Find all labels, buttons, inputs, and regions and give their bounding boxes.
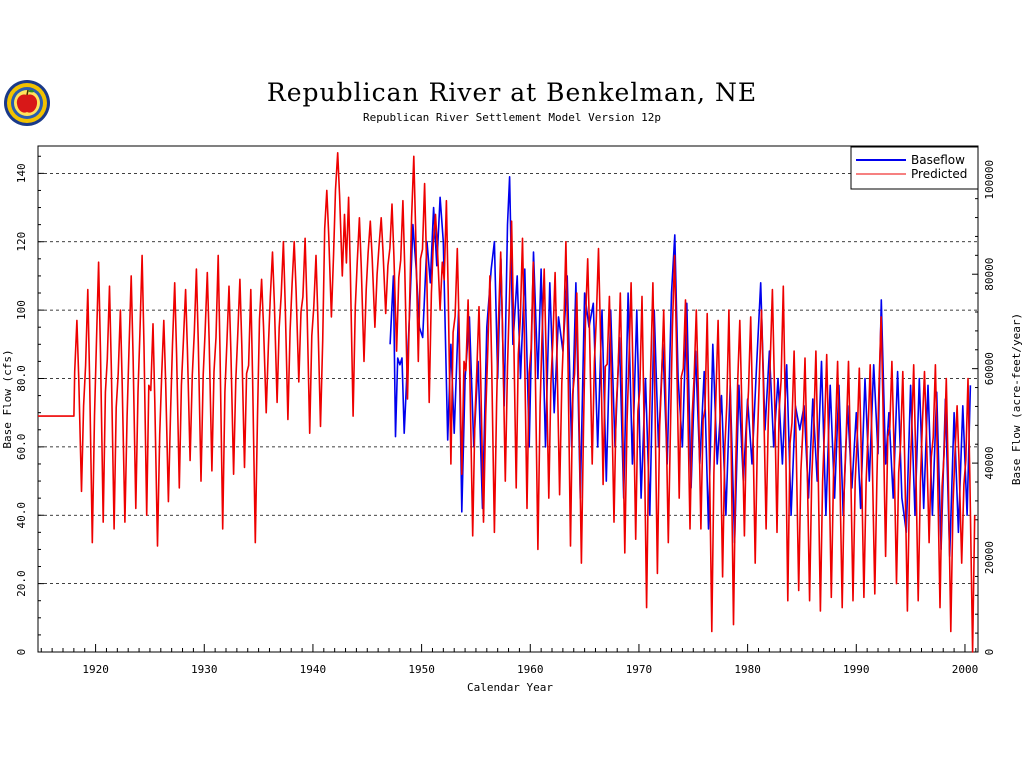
y2-tick-label-3: 60000 [983,352,996,385]
y2-tick-label-5: 100000 [983,160,996,200]
x-axis-label: Calendar Year [467,681,553,694]
x-tick-label-4: 1960 [517,663,544,676]
x-tick-label-1: 1930 [191,663,218,676]
x-tick-label-6: 1980 [734,663,761,676]
chart-subtitle: Republican River Settlement Model Versio… [362,111,661,124]
x-tick-label-0: 1920 [82,663,109,676]
y-axis-right-label: Base Flow (acre-feet/year) [1010,313,1023,485]
y-tick-label-1: 20.0 [15,570,28,597]
x-tick-label-8: 2000 [952,663,979,676]
y2-tick-label-0: 0 [983,649,996,656]
x-tick-label-3: 1950 [408,663,435,676]
x-axis-ticks: 1920 1930 1940 1950 1960 1970 1980 1990 2000 [40,644,979,676]
y-tick-label-7: 140 [15,163,28,183]
series-predicted-line [38,152,976,653]
y-tick-label-2: 40.0 [15,502,28,529]
legend: Baseflow Predicted [850,146,979,190]
series-lines [38,152,976,653]
y-axis-left-ticks: 0 20.0 40.0 60.0 80.0 100 120 140 [15,155,44,656]
y-axis-right-ticks: 0 20000 40000 60000 80000 100000 [972,160,996,655]
y2-tick-label-1: 20000 [983,541,996,574]
legend-baseflow-label: Baseflow [911,153,965,167]
y-tick-label-4: 80.0 [15,365,28,392]
x-tick-label-2: 1940 [300,663,327,676]
plot-frame [37,145,979,653]
y-tick-label-6: 120 [15,232,28,252]
agency-seal-logo [4,80,50,126]
y-axis-left-label: Base Flow (cfs) [1,349,14,448]
y-tick-label-5: 100 [15,300,28,320]
legend-box [850,146,979,190]
x-tick-label-7: 1990 [843,663,870,676]
legend-predicted-label: Predicted [911,167,967,181]
x-tick-label-5: 1970 [626,663,653,676]
y2-tick-label-4: 80000 [983,258,996,291]
chart-title: Republican River at Benkelman, NE [266,78,758,107]
y-tick-label-3: 60.0 [15,434,28,461]
y2-tick-label-2: 40000 [983,447,996,480]
y-tick-label-0: 0 [15,649,28,656]
